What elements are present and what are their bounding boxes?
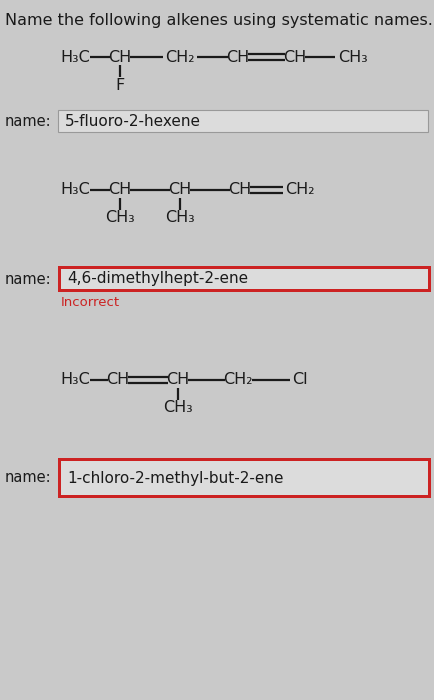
Text: name:: name: bbox=[5, 272, 52, 286]
Text: CH: CH bbox=[166, 372, 189, 388]
Text: CH₂: CH₂ bbox=[165, 50, 194, 64]
Text: CH: CH bbox=[226, 50, 249, 64]
Text: CH: CH bbox=[108, 183, 132, 197]
Text: CH: CH bbox=[228, 183, 251, 197]
Text: F: F bbox=[115, 78, 124, 92]
Text: Incorrect: Incorrect bbox=[61, 296, 120, 309]
FancyBboxPatch shape bbox=[61, 461, 427, 495]
Text: CH₃: CH₃ bbox=[165, 211, 194, 225]
Text: Name the following alkenes using systematic names.: Name the following alkenes using systema… bbox=[5, 13, 432, 28]
Text: CH: CH bbox=[168, 183, 191, 197]
Text: name:: name: bbox=[5, 113, 52, 129]
Text: CH₂: CH₂ bbox=[285, 183, 314, 197]
Text: CH₃: CH₃ bbox=[163, 400, 192, 416]
Text: 5-fluoro-2-hexene: 5-fluoro-2-hexene bbox=[65, 113, 201, 129]
FancyBboxPatch shape bbox=[58, 110, 427, 132]
Text: CH: CH bbox=[108, 50, 132, 64]
Text: CH: CH bbox=[283, 50, 306, 64]
Text: CH₃: CH₃ bbox=[337, 50, 367, 64]
Text: CH₃: CH₃ bbox=[105, 211, 135, 225]
FancyBboxPatch shape bbox=[58, 266, 430, 292]
Text: H₃C: H₃C bbox=[60, 372, 89, 388]
FancyBboxPatch shape bbox=[61, 269, 427, 289]
Text: Cl: Cl bbox=[292, 372, 307, 388]
Text: name:: name: bbox=[5, 470, 52, 486]
Text: H₃C: H₃C bbox=[60, 50, 89, 64]
Text: H₃C: H₃C bbox=[60, 183, 89, 197]
Text: 4,6-dimethylhept-2-ene: 4,6-dimethylhept-2-ene bbox=[67, 272, 247, 286]
FancyBboxPatch shape bbox=[58, 458, 430, 498]
Text: 1-chloro-2-methyl-but-2-ene: 1-chloro-2-methyl-but-2-ene bbox=[67, 470, 283, 486]
Text: CH₂: CH₂ bbox=[223, 372, 252, 388]
Text: CH: CH bbox=[106, 372, 129, 388]
